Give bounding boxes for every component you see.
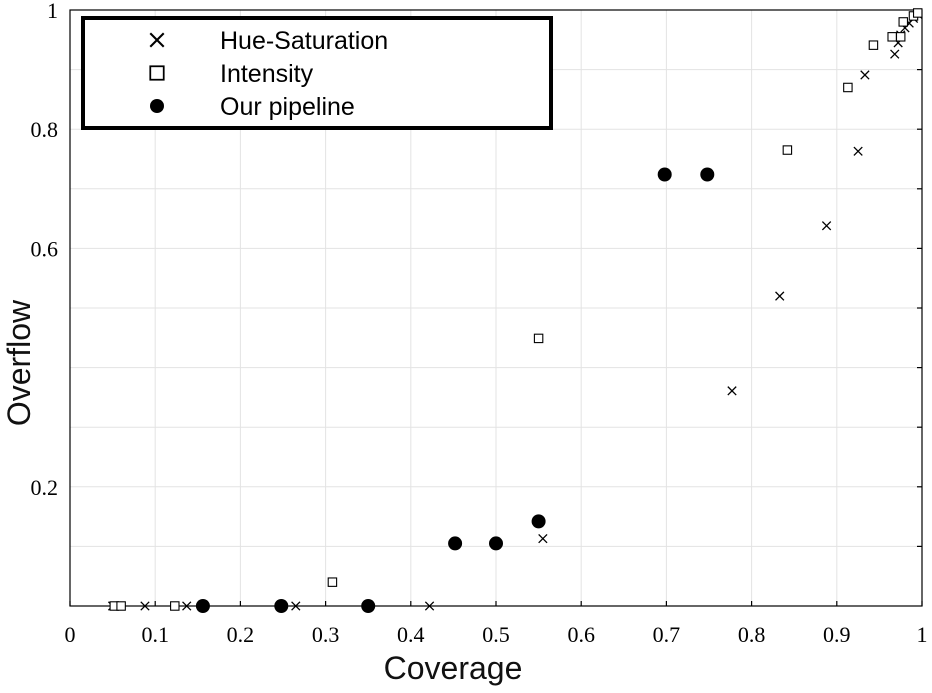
x-tick-label: 0.4 bbox=[397, 622, 425, 647]
y-tick-label: 0.8 bbox=[31, 117, 59, 142]
legend-marker-circle bbox=[150, 99, 164, 113]
data-point-square bbox=[327, 577, 338, 587]
x-tick-label: 0.6 bbox=[567, 622, 595, 647]
data-point-x bbox=[775, 291, 785, 301]
data-point-square bbox=[116, 601, 126, 611]
legend-marker-x bbox=[149, 32, 165, 48]
x-axis-title: Coverage bbox=[384, 650, 523, 686]
x-tick-label: 0.2 bbox=[227, 622, 255, 647]
data-point-square bbox=[898, 17, 909, 27]
x-tick-label: 0.9 bbox=[823, 622, 851, 647]
data-markers bbox=[107, 8, 923, 613]
legend-label-intensity: Intensity bbox=[220, 60, 314, 88]
data-point-circle bbox=[274, 599, 289, 613]
x-tick-label: 0.8 bbox=[738, 622, 766, 647]
y-axis-title: Overflow bbox=[1, 299, 37, 426]
data-point-x bbox=[853, 146, 863, 156]
data-point-square bbox=[843, 82, 853, 93]
x-tick-label: 0.3 bbox=[312, 622, 340, 647]
x-tick-label: 0.7 bbox=[653, 622, 681, 647]
data-point-x bbox=[424, 601, 435, 611]
data-point-x bbox=[727, 386, 737, 396]
data-point-square bbox=[170, 601, 180, 611]
x-tick-label: 0 bbox=[65, 622, 76, 647]
y-tick-label: 0.2 bbox=[31, 475, 59, 500]
data-point-square bbox=[895, 32, 906, 42]
data-point-circle bbox=[657, 167, 672, 182]
data-point-x bbox=[140, 601, 150, 611]
legend-label-hue-saturation: Hue-Saturation bbox=[220, 27, 388, 55]
data-point-circle bbox=[195, 599, 210, 613]
data-point-x bbox=[538, 533, 548, 544]
data-point-square bbox=[533, 333, 544, 344]
y-tick-label: 1 bbox=[47, 0, 58, 23]
data-point-circle bbox=[700, 167, 715, 182]
axis-ticks: 0 0.1 0.2 0.3 0.4 0.5 0.6 0.7 0.8 0.9 1 0.2 0.6 0.8 1 bbox=[31, 0, 928, 647]
data-point-circle bbox=[489, 536, 503, 551]
y-tick-label: 0.6 bbox=[31, 236, 59, 261]
data-point-x bbox=[860, 70, 870, 80]
legend-marker-square bbox=[149, 65, 165, 81]
data-point-x bbox=[182, 601, 192, 611]
legend-markers bbox=[149, 32, 165, 113]
data-point-circle bbox=[361, 599, 376, 613]
data-point-x bbox=[890, 49, 900, 59]
data-point-x bbox=[291, 601, 301, 611]
data-point-square bbox=[887, 32, 897, 42]
data-point-square bbox=[868, 40, 879, 50]
data-point-square bbox=[782, 145, 793, 155]
x-tick-label: 0.5 bbox=[482, 622, 510, 647]
legend: Hue-Saturation Intensity Our pipeline bbox=[81, 16, 553, 130]
x-tick-label: 0.1 bbox=[141, 622, 169, 647]
data-point-x bbox=[821, 221, 832, 231]
data-point-circle bbox=[531, 514, 546, 529]
data-point-circle bbox=[448, 536, 463, 551]
x-tick-label: 1 bbox=[917, 622, 928, 647]
data-point-square bbox=[912, 8, 923, 18]
legend-label-our-pipeline: Our pipeline bbox=[220, 93, 355, 121]
